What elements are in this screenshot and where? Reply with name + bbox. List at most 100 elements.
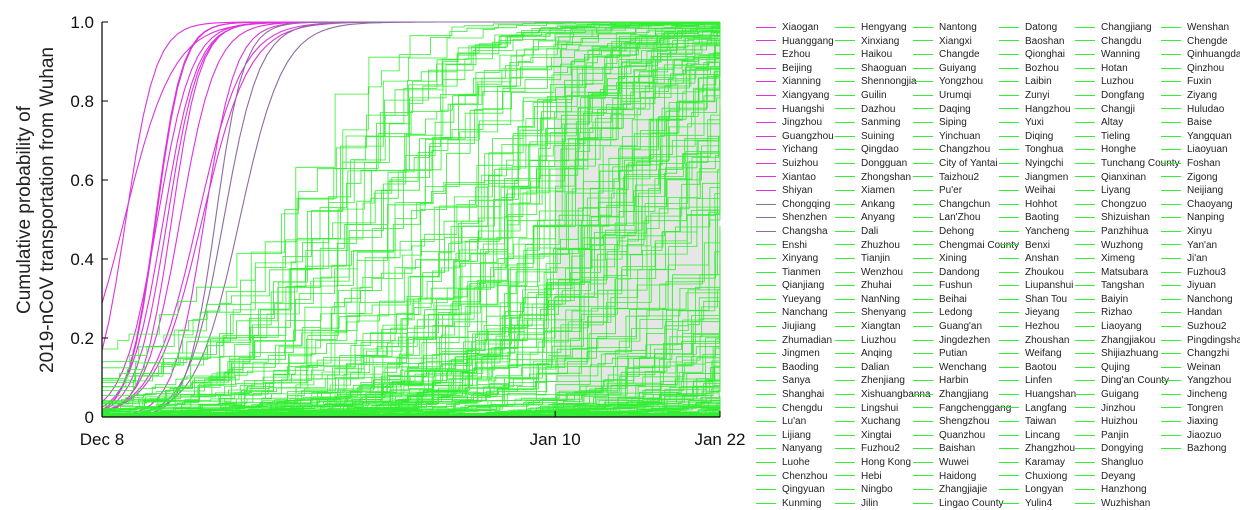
legend-swatch xyxy=(999,54,1019,55)
legend-entry: Guangzhou xyxy=(756,130,834,144)
legend-label: Qionghai xyxy=(1025,49,1065,60)
y-axis-label: Cumulative probability of 2019-nCoV tran… xyxy=(6,0,66,449)
legend-entry: Tonghua xyxy=(999,143,1076,157)
legend-label: Shangluo xyxy=(1101,457,1143,468)
legend-entry: Changsha xyxy=(756,225,834,239)
legend-swatch xyxy=(999,190,1019,191)
legend-label: Panjin xyxy=(1101,430,1129,441)
legend-entry: Qianjiang xyxy=(756,279,834,293)
legend-swatch xyxy=(835,475,855,476)
legend-label: Huanggang xyxy=(782,36,834,47)
legend-swatch xyxy=(1161,394,1181,395)
legend-entry: Pingdingshan xyxy=(1161,334,1240,348)
legend-swatch xyxy=(835,27,855,28)
legend-swatch xyxy=(756,407,776,408)
legend-entry: Hezhou xyxy=(999,320,1076,334)
legend-entry: Taiwan xyxy=(999,415,1076,429)
legend-label: Hotan xyxy=(1101,63,1128,74)
legend-swatch xyxy=(1161,68,1181,69)
legend-swatch xyxy=(1075,299,1095,300)
legend-swatch xyxy=(913,258,933,259)
legend-label: Liyang xyxy=(1101,185,1130,196)
legend-entry: Shiyan xyxy=(756,184,834,198)
legend-label: Guigang xyxy=(1101,389,1139,400)
legend-swatch xyxy=(999,176,1019,177)
legend-swatch xyxy=(913,367,933,368)
y-axis-label-line-1: Cumulative probability of xyxy=(13,47,36,373)
legend-swatch xyxy=(835,299,855,300)
legend-swatch xyxy=(999,27,1019,28)
legend-entry: Huangshan xyxy=(999,388,1076,402)
legend-swatch xyxy=(756,489,776,490)
legend-swatch xyxy=(756,136,776,137)
legend-swatch xyxy=(1075,340,1095,341)
legend-entry: Nyingchi xyxy=(999,157,1076,171)
legend-swatch xyxy=(1075,380,1095,381)
legend-label: Xingtai xyxy=(861,430,892,441)
legend-swatch xyxy=(913,190,933,191)
legend-label: Xiangxi xyxy=(939,36,972,47)
legend-swatch xyxy=(913,244,933,245)
legend-swatch xyxy=(999,40,1019,41)
legend-swatch xyxy=(1161,176,1181,177)
y-tick-label-4: 0.8 xyxy=(70,92,94,111)
legend-label: Shijiazhuang xyxy=(1101,348,1158,359)
legend-entry: Wuzhishan xyxy=(1075,497,1180,510)
legend-label: Dongguan xyxy=(861,158,907,169)
legend-swatch xyxy=(999,435,1019,436)
legend-entry: Karamay xyxy=(999,456,1076,470)
legend-label: Changzhi xyxy=(1187,348,1229,359)
legend-label: Wenchang xyxy=(939,362,987,373)
legend-label: Dandong xyxy=(939,267,980,278)
legend-swatch xyxy=(999,81,1019,82)
legend-entry: Zhoushan xyxy=(999,334,1076,348)
legend-swatch xyxy=(756,326,776,327)
legend-swatch xyxy=(913,136,933,137)
legend-label: Bozhou xyxy=(1025,63,1059,74)
legend-swatch xyxy=(1161,312,1181,313)
legend-label: Yancheng xyxy=(1025,226,1069,237)
legend-label: Shaoguan xyxy=(861,63,907,74)
legend-label: Yuxi xyxy=(1025,117,1044,128)
legend-label: Yulin4 xyxy=(1025,498,1052,509)
y-axis-label-line-2: 2019-nCoV transportation from Wuhan xyxy=(36,47,59,373)
legend-label: Lingshui xyxy=(861,403,898,414)
legend-label: Tianmen xyxy=(782,267,821,278)
legend-swatch xyxy=(756,95,776,96)
legend-swatch xyxy=(1075,68,1095,69)
legend-swatch xyxy=(913,394,933,395)
legend-swatch xyxy=(1075,163,1095,164)
legend-label: Huangshi xyxy=(782,104,824,115)
legend-swatch xyxy=(756,475,776,476)
legend-entry: Shangluo xyxy=(1075,456,1180,470)
legend-swatch xyxy=(1075,204,1095,205)
legend-swatch xyxy=(835,435,855,436)
legend-label: Dazhou xyxy=(861,104,895,115)
legend-swatch xyxy=(1075,367,1095,368)
legend-swatch xyxy=(756,272,776,273)
legend-swatch xyxy=(1161,272,1181,273)
legend-swatch xyxy=(835,136,855,137)
legend-entry: Chengde xyxy=(1161,35,1240,49)
legend-swatch xyxy=(913,81,933,82)
legend-label: Qianxinan xyxy=(1101,172,1146,183)
legend-label: Tianjin xyxy=(861,253,890,264)
legend-swatch xyxy=(756,394,776,395)
legend-entry: Anshan xyxy=(999,252,1076,266)
legend-swatch xyxy=(1075,394,1095,395)
legend-label: Shenyang xyxy=(861,307,906,318)
legend-label: Linfen xyxy=(1025,375,1052,386)
legend-swatch xyxy=(835,353,855,354)
legend-label: Harbin xyxy=(939,375,968,386)
legend-label: Changde xyxy=(939,49,980,60)
legend-label: Haidong xyxy=(939,471,976,482)
legend-entry: Hohhot xyxy=(999,198,1076,212)
legend-swatch xyxy=(835,176,855,177)
legend-label: Ningbo xyxy=(861,484,893,495)
legend-entry: Wenshan xyxy=(1161,21,1240,35)
legend-entry: Zigong xyxy=(1161,171,1240,185)
legend-label: Lijiang xyxy=(782,430,811,441)
legend-label: Yan'an xyxy=(1187,240,1217,251)
legend-entry: Jingzhou xyxy=(756,116,834,130)
legend-swatch xyxy=(999,353,1019,354)
